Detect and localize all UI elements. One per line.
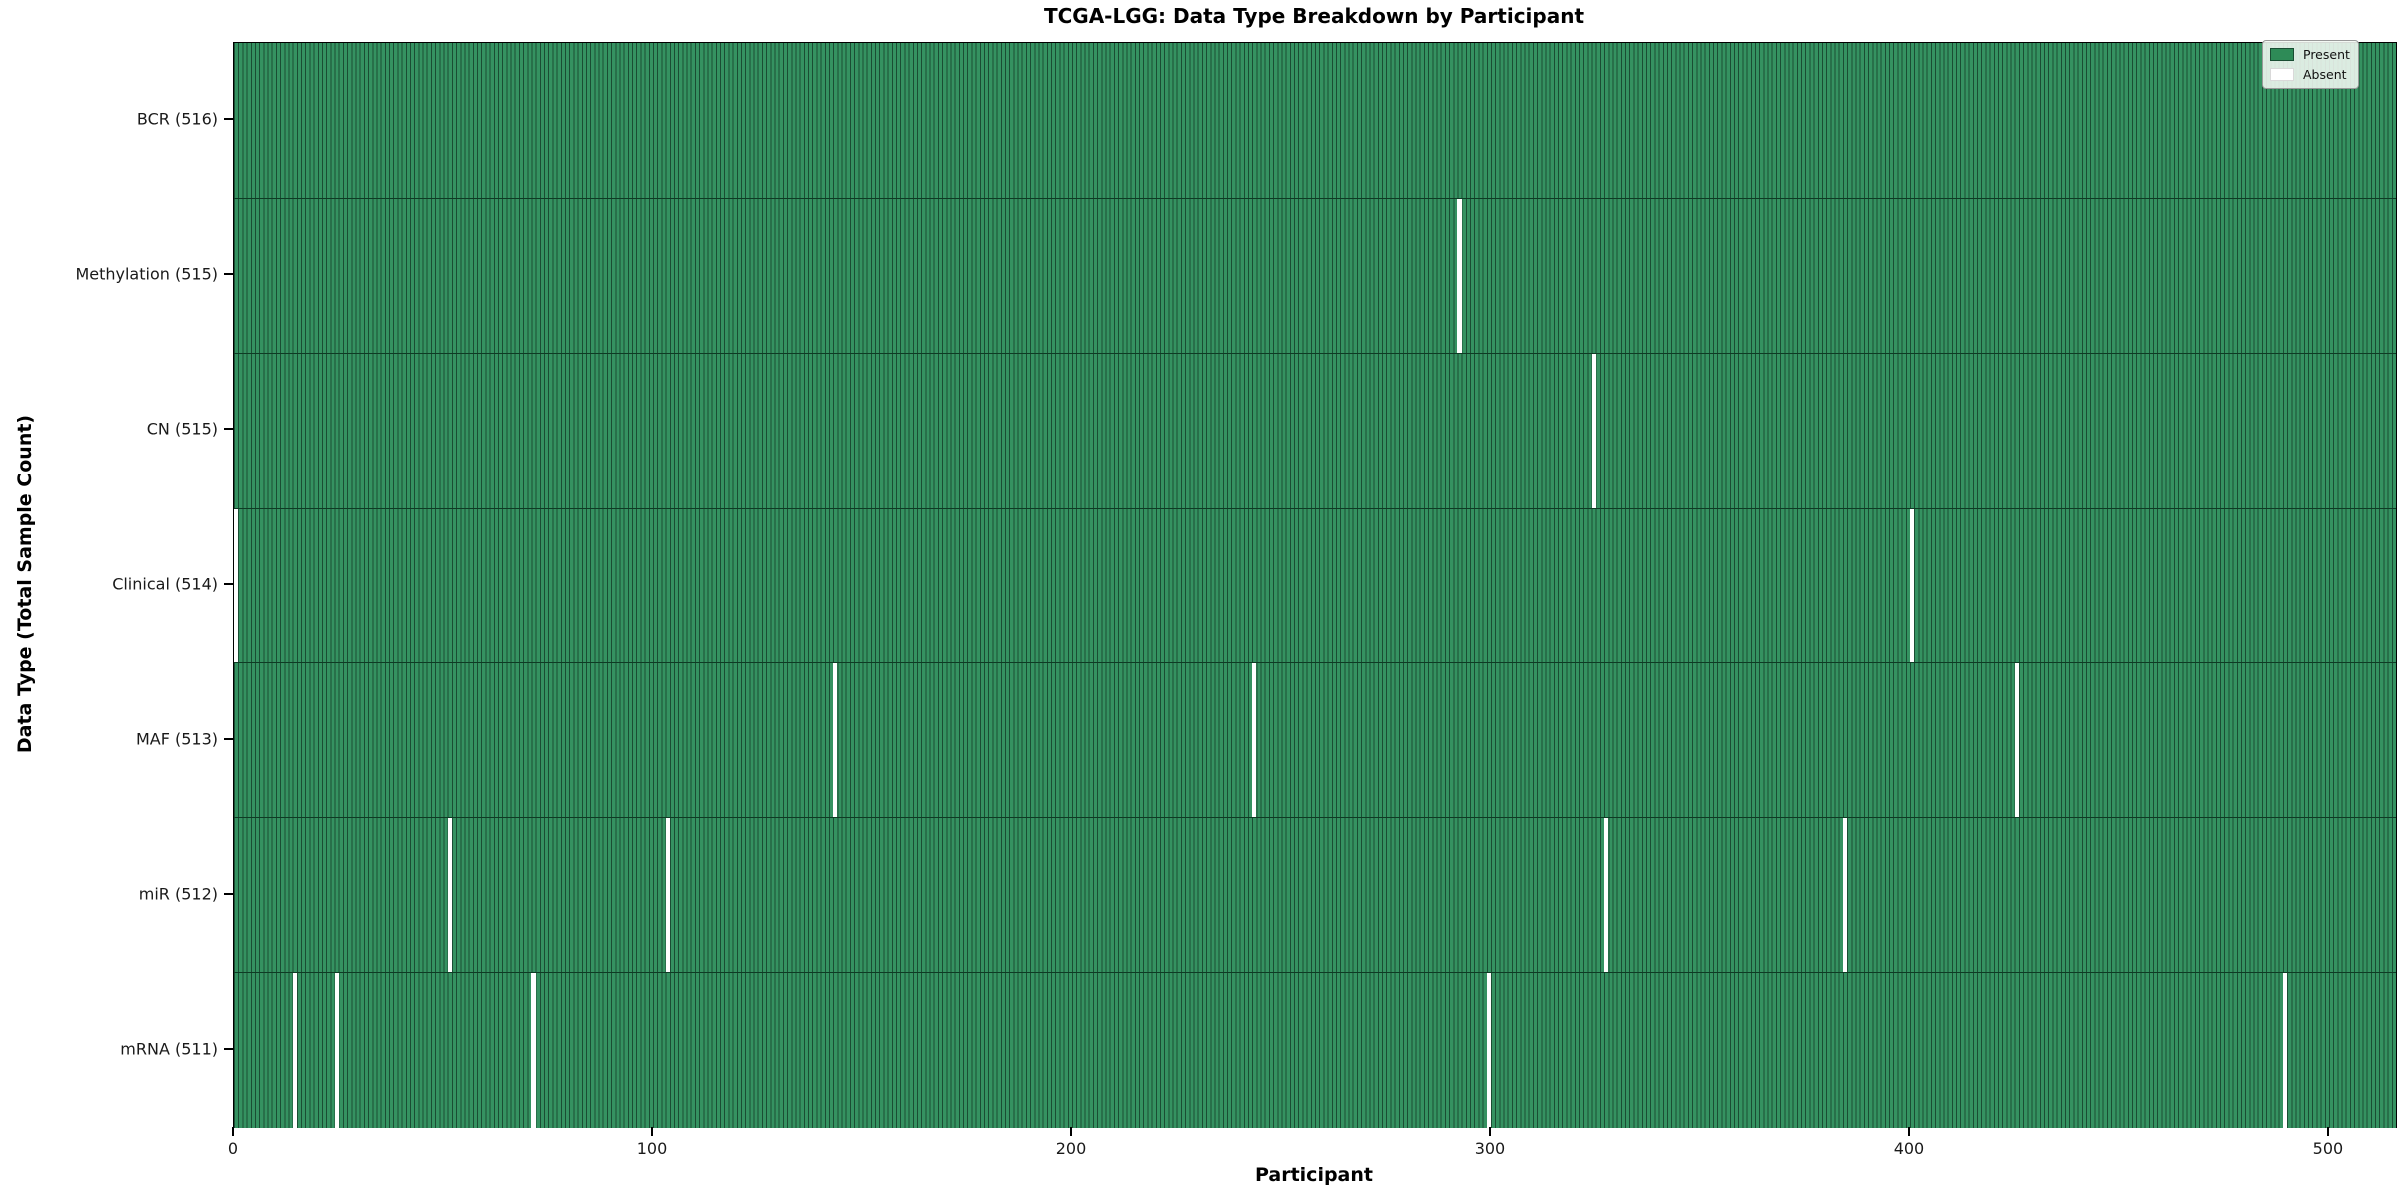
absent-gap-mir (665, 818, 670, 974)
row-mrna (234, 972, 2396, 1128)
ytick-mark (224, 118, 233, 121)
ytick-label-clinical: Clinical (514) (112, 574, 218, 594)
absent-gap-cn (1591, 353, 1596, 509)
x-axis-label: Participant (1254, 1164, 1373, 1186)
row-clinical (234, 507, 2396, 664)
xtick-label-0: 0 (227, 1139, 239, 1158)
absent-gap-maf (2014, 663, 2019, 819)
xtick-mark (232, 1127, 234, 1136)
row-maf (234, 662, 2396, 819)
ytick-mark (224, 892, 233, 895)
legend-item-present: Present (2270, 47, 2350, 62)
ytick-mark (224, 428, 233, 431)
xtick-label-300: 300 (1474, 1139, 1506, 1158)
chart-title: TCGA-LGG: Data Type Breakdown by Partici… (1043, 4, 1585, 28)
ytick-label-bcr: BCR (516) (136, 109, 218, 129)
absent-gap-clinical (1909, 508, 1915, 664)
xtick-label-100: 100 (636, 1139, 668, 1158)
xtick-mark (1069, 1127, 1072, 1136)
absent-gap-maf (1252, 663, 1257, 819)
absent-gap-mir (447, 818, 452, 974)
legend-item-absent: Absent (2270, 67, 2350, 82)
absent-gap-mrna (1486, 973, 1491, 1128)
ytick-label-cn: CN (515) (146, 419, 218, 439)
ytick-label-maf: MAF (513) (135, 729, 218, 749)
legend-label-absent: Absent (2303, 67, 2347, 82)
xtick-label-400: 400 (1893, 1139, 1925, 1158)
xtick-mark (650, 1127, 653, 1136)
absent-gap-methylation (1457, 198, 1462, 354)
absent-gap-mrna (334, 973, 339, 1128)
ytick-mark (224, 737, 233, 740)
absent-gap-maf (833, 663, 838, 819)
ytick-label-methylation: Methylation (515) (75, 264, 218, 284)
plot-area (233, 42, 2397, 1128)
legend-label-present: Present (2303, 47, 2350, 62)
absent-gap-clinical (234, 508, 239, 664)
absent-gap-mrna (2282, 973, 2288, 1128)
xtick-label-500: 500 (2312, 1139, 2344, 1158)
xtick-mark (1488, 1127, 1491, 1136)
legend-swatch-present-icon (2270, 48, 2294, 61)
xtick-mark (2326, 1127, 2329, 1136)
xtick-mark (1907, 1127, 1910, 1136)
row-methylation (234, 197, 2396, 354)
ytick-mark (224, 583, 233, 585)
ytick-mark (224, 273, 233, 276)
row-mir (234, 817, 2396, 974)
row-cn (234, 352, 2396, 509)
legend: Present Absent (2262, 40, 2359, 89)
absent-gap-mir (1842, 818, 1848, 974)
absent-gap-mrna (292, 973, 297, 1128)
xtick-label-200: 200 (1055, 1139, 1087, 1158)
legend-swatch-absent-icon (2270, 68, 2294, 81)
absent-gap-mrna (531, 973, 536, 1128)
ytick-label-mrna: mRNA (511) (120, 1039, 218, 1059)
ytick-mark (224, 1047, 233, 1050)
row-bcr (234, 43, 2396, 198)
ytick-label-mir: miR (512) (138, 884, 218, 904)
absent-gap-mir (1604, 818, 1609, 974)
